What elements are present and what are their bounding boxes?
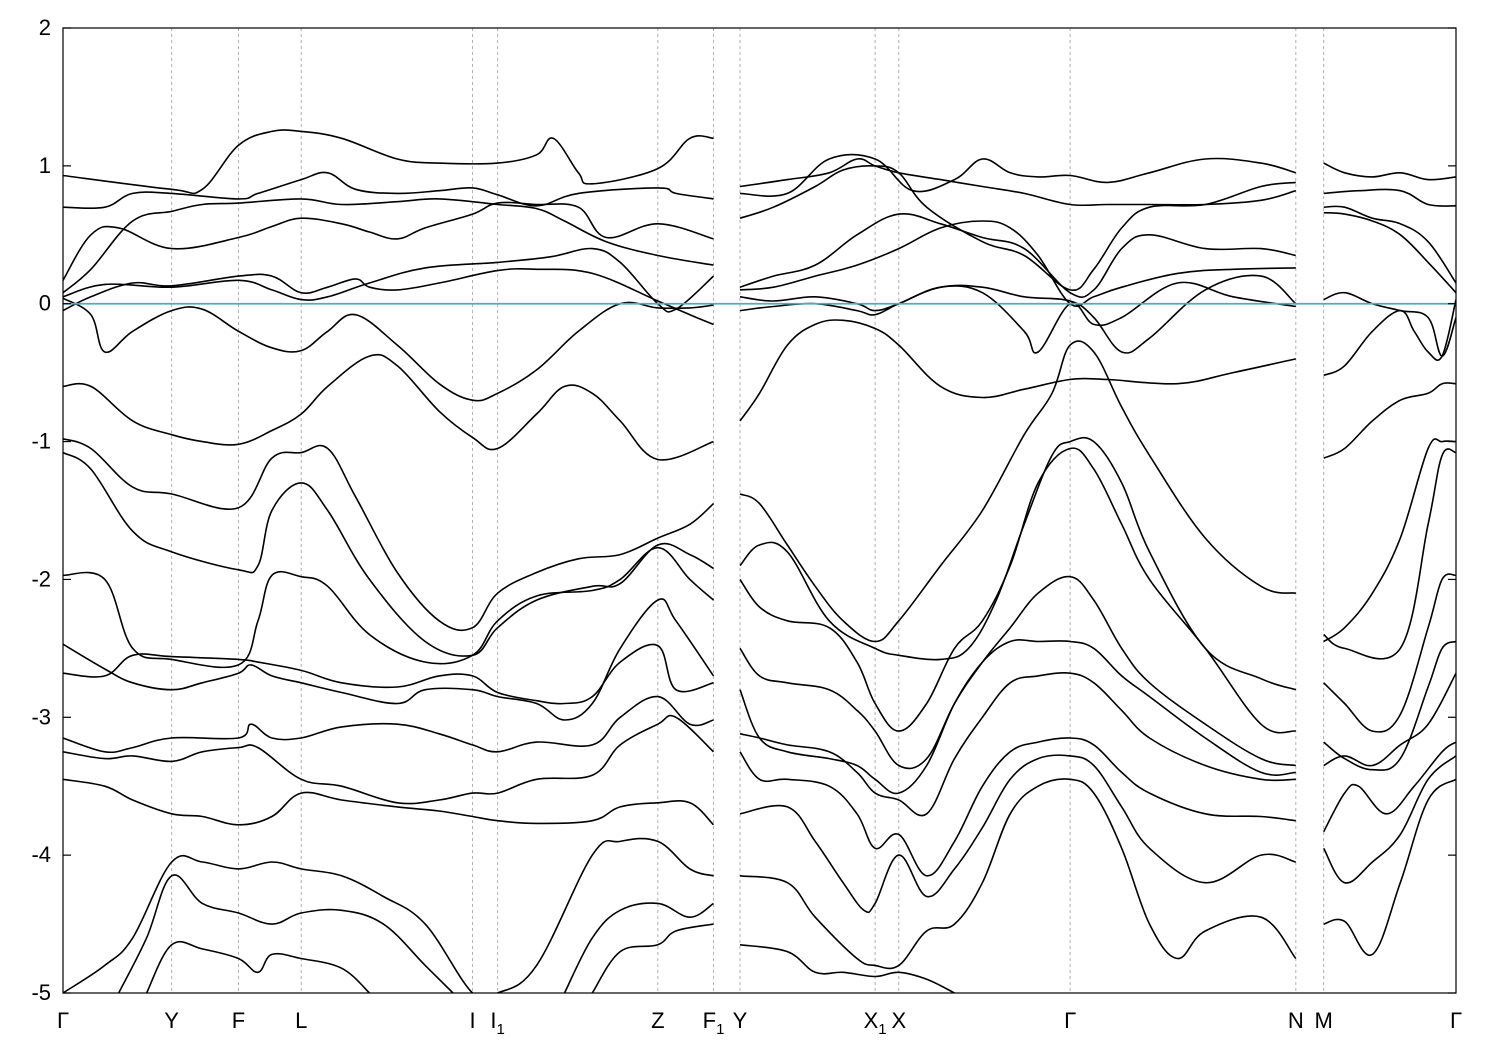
band-line [1323, 291, 1456, 357]
band-line [591, 923, 714, 993]
band-line [739, 212, 1296, 298]
y-tick-label: -1 [31, 429, 51, 454]
kpoint-label: I [469, 1008, 475, 1033]
band-line [739, 944, 955, 993]
band-line [63, 643, 714, 705]
band-line [739, 672, 1296, 817]
band-line [63, 438, 715, 632]
band-line [739, 737, 1296, 877]
kpoint-label: I1 [490, 1008, 504, 1038]
band-line [63, 198, 714, 294]
band-line [1323, 640, 1456, 771]
band-line [739, 340, 1296, 643]
kpoint-label: Y [733, 1008, 748, 1033]
kpoint-label: N [1288, 1008, 1304, 1033]
kpoint-label: Γ [57, 1008, 69, 1033]
band-line [63, 129, 714, 195]
band-line [63, 297, 714, 402]
kpoint-label: X [891, 1008, 906, 1033]
kpoint-label: M [1315, 1008, 1333, 1033]
band-line [63, 598, 715, 721]
band-line [1323, 188, 1456, 207]
band-line [1323, 205, 1456, 284]
plot-frame [62, 27, 1457, 994]
band-line [1323, 672, 1456, 767]
band-line [145, 940, 371, 993]
band-line [739, 153, 1297, 197]
y-tick-label: -4 [31, 842, 51, 867]
band-line [739, 158, 1297, 207]
band-line [739, 447, 1296, 734]
band-line [739, 220, 1296, 307]
band-line [1322, 741, 1456, 833]
band-line [739, 436, 1297, 691]
band-line [63, 837, 714, 993]
kpoint-label: Γ [1450, 1008, 1462, 1033]
band-line [63, 546, 715, 669]
band-line [1323, 162, 1456, 181]
kpoint-label: L [295, 1008, 307, 1033]
band-line [63, 353, 714, 461]
kpoint-label: Y [164, 1008, 179, 1033]
y-axis-ticks: -5 -4 -3 -2 -1 0 1 2 [31, 15, 1456, 1005]
band-line [1323, 211, 1456, 294]
y-tick-label: 2 [39, 15, 51, 40]
y-tick-label: 0 [39, 291, 51, 316]
band-line [739, 639, 1296, 795]
band-line [63, 247, 715, 313]
band-line [739, 274, 1297, 354]
band-line [63, 695, 714, 754]
band-line [1323, 778, 1456, 956]
y-tick-label: -3 [31, 704, 51, 729]
band-line [563, 902, 714, 993]
band-line [1322, 755, 1456, 884]
y-tick-label: 1 [39, 153, 51, 178]
band-line [117, 874, 454, 993]
y-tick-label: -5 [31, 980, 51, 1005]
band-lines [63, 129, 1456, 993]
band-line [739, 164, 1296, 291]
kpoint-label: F1 [703, 1008, 725, 1038]
band-line [63, 451, 714, 657]
x-axis-kpoint-labels: Γ Y F L I I1 Z F1 Y X1 X Γ N M Γ [57, 1008, 1462, 1038]
kpoint-label: X1 [864, 1008, 887, 1038]
band-line [63, 778, 715, 826]
band-line [739, 281, 1296, 354]
band-line [1323, 438, 1456, 643]
band-line [739, 575, 1296, 770]
band-line [63, 268, 714, 326]
band-line [1323, 448, 1456, 660]
band-line [63, 201, 714, 281]
kpoint-label: F [232, 1008, 245, 1033]
band-line [1323, 382, 1456, 459]
band-line [63, 171, 714, 210]
vertical-grid [171, 28, 1325, 993]
band-line [739, 754, 1297, 914]
band-line [1323, 573, 1456, 733]
kpoint-label: Z [651, 1008, 664, 1033]
y-tick-label: -2 [31, 566, 51, 591]
band-line [739, 778, 1297, 970]
band-line [63, 714, 715, 805]
kpoint-label: Γ [1064, 1008, 1076, 1033]
band-line [1323, 299, 1456, 377]
band-line [739, 319, 1296, 422]
